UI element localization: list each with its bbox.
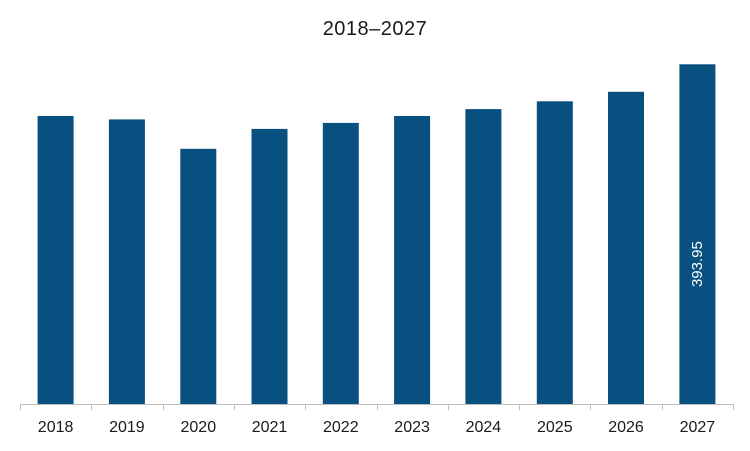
x-tick-label-2027: 2027	[680, 419, 716, 436]
bar-2022	[322, 122, 359, 405]
bar-2024	[465, 109, 502, 404]
x-tick-label-2019: 2019	[109, 419, 145, 436]
bar-2019	[108, 119, 145, 405]
x-tick-label-2022: 2022	[323, 419, 359, 436]
bar-2020	[180, 148, 217, 404]
x-tick-label-2024: 2024	[466, 419, 502, 436]
x-tick-label-2021: 2021	[252, 419, 288, 436]
bar-2025	[536, 101, 573, 405]
chart-title: 2018–2027	[322, 18, 428, 40]
bar-2021	[251, 128, 288, 404]
x-tick-label-2018: 2018	[38, 419, 74, 436]
bar-2026	[608, 91, 644, 405]
x-tick-label-2025: 2025	[537, 419, 573, 436]
data-label-2027: 393.95	[689, 241, 706, 287]
x-tick-label-2020: 2020	[181, 419, 217, 436]
x-tick-label-2023: 2023	[394, 419, 430, 436]
x-tick-label-2026: 2026	[608, 419, 644, 436]
bar-2018	[37, 116, 74, 404]
bar-2023	[394, 116, 431, 404]
bar-2027	[679, 64, 716, 405]
